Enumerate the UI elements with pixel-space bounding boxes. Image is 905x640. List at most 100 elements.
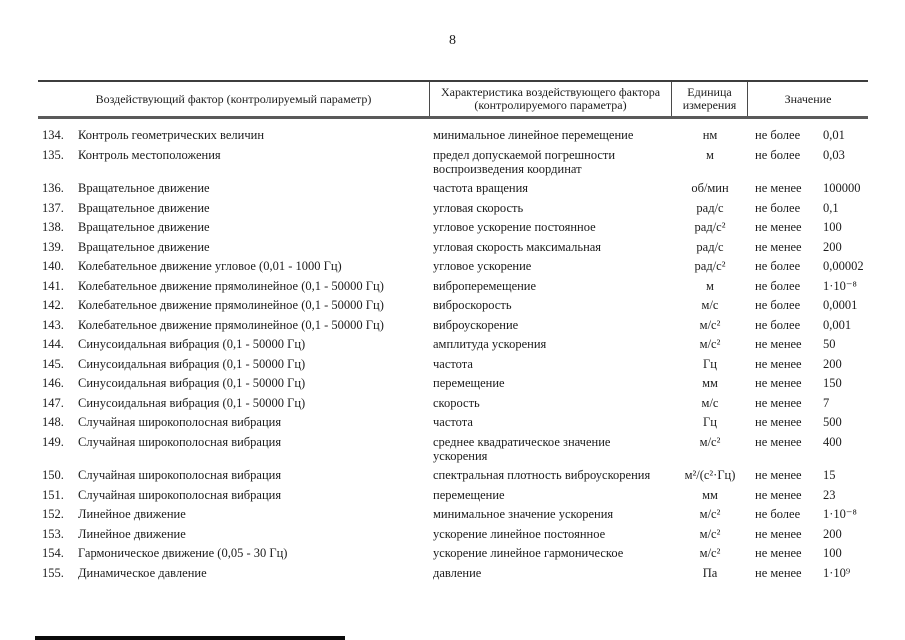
- row-factor: Линейное движение: [78, 526, 186, 541]
- row-value: 0,1: [823, 200, 839, 215]
- table-header-row: Воздействующий фактор (контролируемый па…: [38, 80, 868, 119]
- row-factor: Вращательное движение: [78, 181, 210, 195]
- row-value: 100: [823, 546, 842, 560]
- row-number: 142.: [42, 298, 64, 312]
- row-characteristic: среднее квадратическое значение ускорени…: [433, 434, 611, 463]
- row-unit: м/с²: [699, 317, 721, 332]
- row-number: 140.: [42, 259, 64, 273]
- row-factor: Линейное движение: [78, 507, 186, 521]
- row-unit: м/с²: [699, 507, 721, 521]
- table-row: 149. Случайная широкополосная вибрация с…: [38, 435, 868, 463]
- row-criterion: не более: [755, 259, 801, 273]
- row-factor: Вращательное движение: [78, 200, 210, 215]
- row-characteristic: предел допускаемой погрешности воспроизв…: [433, 147, 616, 176]
- row-value: 1·10⁹: [823, 565, 851, 580]
- row-factor: Случайная широкополосная вибрация: [78, 415, 282, 429]
- row-factor: Гармоническое движение (0,05 - 30 Гц): [78, 546, 288, 560]
- row-value: 100: [823, 220, 842, 234]
- row-value: 7: [823, 395, 830, 410]
- row-number: 154.: [42, 546, 64, 560]
- header-unit: Единица измерения: [672, 82, 748, 116]
- row-unit: м/с: [701, 395, 719, 410]
- table-row: 141. Колебательное движение прямолинейно…: [38, 279, 868, 293]
- row-number: 148.: [42, 415, 64, 429]
- row-number: 150.: [42, 468, 64, 482]
- row-factor: Колебательное движение прямолинейное (0,…: [78, 298, 384, 312]
- row-unit: мм: [702, 487, 718, 502]
- row-unit: об/мин: [691, 181, 729, 195]
- row-characteristic: угловая скорость: [433, 200, 524, 215]
- row-unit: рад/с: [696, 200, 724, 215]
- row-factor: Динамическое давление: [78, 565, 207, 580]
- table-row: 154. Гармоническое движение (0,05 - 30 Г…: [38, 546, 868, 560]
- table-row: 147. Синусоидальная вибрация (0,1 - 5000…: [38, 396, 868, 410]
- row-number: 146.: [42, 376, 64, 390]
- row-criterion: не более: [755, 507, 801, 521]
- row-unit: Гц: [703, 356, 717, 371]
- row-criterion: не менее: [755, 526, 802, 541]
- row-number: 155.: [42, 565, 64, 580]
- row-unit: Гц: [703, 415, 717, 429]
- table-row: 146. Синусоидальная вибрация (0,1 - 5000…: [38, 376, 868, 390]
- row-factor: Контроль геометрических величин: [78, 128, 265, 142]
- row-characteristic: виброскорость: [433, 298, 512, 312]
- table-body: 134. Контроль геометрических величин мин…: [38, 119, 868, 580]
- row-value: 1·10⁻⁸: [823, 507, 857, 521]
- row-number: 136.: [42, 181, 64, 195]
- row-unit: м/с²: [699, 434, 721, 449]
- row-factor: Случайная широкополосная вибрация: [78, 434, 282, 449]
- table-row: 145. Синусоидальная вибрация (0,1 - 5000…: [38, 357, 868, 371]
- row-value: 50: [823, 337, 836, 351]
- row-criterion: не менее: [755, 546, 802, 560]
- row-number: 145.: [42, 356, 64, 371]
- row-factor: Случайная широкополосная вибрация: [78, 468, 282, 482]
- row-unit: м²/(с²·Гц): [684, 468, 736, 482]
- row-unit: мм: [702, 376, 718, 390]
- row-criterion: не менее: [755, 415, 802, 429]
- row-number: 141.: [42, 278, 64, 293]
- row-criterion: не менее: [755, 356, 802, 371]
- row-number: 149.: [42, 434, 64, 449]
- table-row: 135. Контроль местоположения предел допу…: [38, 148, 868, 176]
- row-value: 200: [823, 239, 842, 254]
- row-value: 200: [823, 356, 842, 371]
- row-number: 135.: [42, 147, 64, 162]
- row-value: 0,03: [823, 147, 845, 162]
- row-criterion: не менее: [755, 181, 802, 195]
- row-factor: Колебательное движение прямолинейное (0,…: [78, 278, 384, 293]
- table-row: 134. Контроль геометрических величин мин…: [38, 128, 868, 142]
- row-unit: нм: [702, 128, 718, 142]
- row-value: 500: [823, 415, 842, 429]
- row-unit: м/с²: [699, 337, 721, 351]
- row-criterion: не более: [755, 298, 801, 312]
- row-characteristic: амплитуда ускорения: [433, 337, 547, 351]
- table-row: 153. Линейное движение ускорение линейно…: [38, 527, 868, 541]
- row-factor: Колебательное движение прямолинейное (0,…: [78, 317, 384, 332]
- row-number: 144.: [42, 337, 64, 351]
- row-characteristic: ускорение линейное постоянное: [433, 526, 606, 541]
- row-criterion: не менее: [755, 220, 802, 234]
- row-unit: Па: [702, 565, 718, 580]
- header-characteristic: Характеристика воздействующего фактора (…: [430, 82, 672, 116]
- row-number: 147.: [42, 395, 64, 410]
- row-unit: рад/с: [696, 239, 724, 254]
- row-criterion: не более: [755, 147, 801, 162]
- row-number: 143.: [42, 317, 64, 332]
- row-value: 150: [823, 376, 842, 390]
- next-table-top-edge: [35, 636, 345, 640]
- header-value: Значение: [784, 91, 832, 106]
- row-unit: м/с²: [699, 546, 721, 560]
- table-row: 152. Линейное движение минимальное значе…: [38, 507, 868, 521]
- row-criterion: не менее: [755, 565, 802, 580]
- row-characteristic: перемещение: [433, 376, 505, 390]
- row-value: 200: [823, 526, 842, 541]
- table-row: 155. Динамическое давление давление Па н…: [38, 566, 868, 580]
- row-characteristic: виброускорение: [433, 317, 519, 332]
- row-characteristic: спектральная плотность виброускорения: [433, 468, 651, 482]
- row-criterion: не менее: [755, 239, 802, 254]
- row-factor: Колебательное движение угловое (0,01 - 1…: [78, 259, 342, 273]
- row-unit: м/с²: [699, 526, 721, 541]
- row-characteristic: частота: [433, 415, 473, 429]
- row-characteristic: скорость: [433, 395, 480, 410]
- row-criterion: не более: [755, 317, 801, 332]
